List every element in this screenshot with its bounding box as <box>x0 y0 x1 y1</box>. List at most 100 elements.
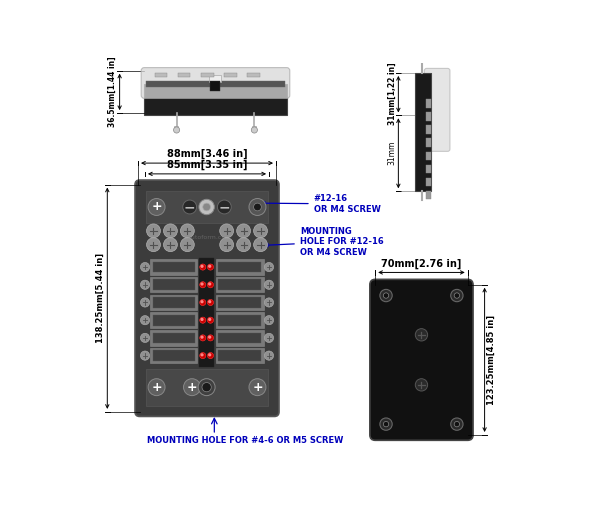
Text: 123.25mm[4.85 in]: 123.25mm[4.85 in] <box>487 315 496 405</box>
Bar <box>151 330 197 345</box>
Bar <box>209 75 221 82</box>
Bar <box>425 165 431 173</box>
Bar <box>218 332 261 343</box>
Circle shape <box>146 238 160 251</box>
Circle shape <box>200 335 206 341</box>
Circle shape <box>140 262 149 271</box>
Text: MOUNTING
HOLE FOR #12-16
OR M4 SCREW: MOUNTING HOLE FOR #12-16 OR M4 SCREW <box>265 227 383 257</box>
Circle shape <box>140 280 149 289</box>
Circle shape <box>173 127 179 133</box>
Text: MOUNTING HOLE FOR #4-6 OR M5 SCREW: MOUNTING HOLE FOR #4-6 OR M5 SCREW <box>147 436 343 445</box>
Circle shape <box>208 282 214 288</box>
Circle shape <box>202 383 211 392</box>
Bar <box>153 297 195 308</box>
Circle shape <box>201 319 203 320</box>
Bar <box>247 73 260 77</box>
FancyBboxPatch shape <box>141 68 290 98</box>
Bar <box>153 261 195 272</box>
Text: −: − <box>218 200 230 214</box>
Circle shape <box>201 336 203 338</box>
Bar <box>425 112 431 121</box>
Circle shape <box>217 200 231 214</box>
Bar <box>201 73 214 77</box>
Circle shape <box>451 289 463 302</box>
Circle shape <box>140 316 149 325</box>
Circle shape <box>265 280 274 289</box>
Circle shape <box>201 301 203 302</box>
Bar <box>216 295 263 310</box>
Circle shape <box>200 299 206 306</box>
Bar <box>151 259 197 275</box>
Circle shape <box>265 333 274 342</box>
Text: autoform.ch: autoform.ch <box>187 235 226 239</box>
Circle shape <box>181 238 194 251</box>
Circle shape <box>265 316 274 325</box>
Circle shape <box>184 379 200 396</box>
Circle shape <box>265 262 274 271</box>
Circle shape <box>209 265 211 267</box>
Circle shape <box>265 298 274 307</box>
Text: 36.5mm[1.44 in]: 36.5mm[1.44 in] <box>109 57 118 127</box>
Circle shape <box>208 299 214 306</box>
Circle shape <box>249 198 266 215</box>
Circle shape <box>140 298 149 307</box>
Circle shape <box>181 224 194 238</box>
Circle shape <box>203 203 211 211</box>
Bar <box>216 330 263 345</box>
Circle shape <box>201 283 203 285</box>
Circle shape <box>415 329 428 341</box>
Bar <box>144 84 287 116</box>
Bar <box>425 125 431 134</box>
Bar <box>151 277 197 292</box>
Text: −: − <box>184 200 196 214</box>
Bar <box>425 191 431 200</box>
Circle shape <box>183 200 197 214</box>
Text: 88mm[3.46 in]: 88mm[3.46 in] <box>167 149 247 159</box>
Circle shape <box>236 224 251 238</box>
Circle shape <box>199 200 214 215</box>
Circle shape <box>209 354 211 356</box>
Text: +: + <box>151 201 162 214</box>
Bar <box>425 139 431 147</box>
Circle shape <box>209 283 211 285</box>
Text: 70mm[2.76 in]: 70mm[2.76 in] <box>381 258 461 269</box>
Bar <box>151 312 197 328</box>
Circle shape <box>146 224 160 238</box>
Bar <box>151 348 197 363</box>
Text: #12-16
OR M4 SCREW: #12-16 OR M4 SCREW <box>262 194 380 214</box>
Circle shape <box>209 336 211 338</box>
Bar <box>224 73 236 77</box>
Text: +: + <box>151 381 162 394</box>
Text: 85mm[3.35 in]: 85mm[3.35 in] <box>167 160 247 170</box>
Bar <box>218 315 261 326</box>
Bar <box>216 348 263 363</box>
Bar <box>218 279 261 290</box>
Circle shape <box>415 379 428 391</box>
Circle shape <box>200 317 206 323</box>
Text: +: + <box>252 381 263 394</box>
Bar <box>218 350 261 361</box>
Circle shape <box>251 127 257 133</box>
Circle shape <box>220 238 233 251</box>
Circle shape <box>208 317 214 323</box>
Circle shape <box>265 351 274 360</box>
Circle shape <box>451 418 463 430</box>
Bar <box>218 297 261 308</box>
Circle shape <box>454 422 460 427</box>
Circle shape <box>220 224 233 238</box>
Circle shape <box>200 352 206 359</box>
Circle shape <box>254 224 268 238</box>
Circle shape <box>454 293 460 298</box>
Circle shape <box>380 418 392 430</box>
Bar <box>155 73 167 77</box>
FancyBboxPatch shape <box>370 279 473 440</box>
Bar <box>425 178 431 186</box>
Text: 31mm[1,22 in]: 31mm[1,22 in] <box>388 63 397 125</box>
Bar <box>425 152 431 160</box>
Circle shape <box>164 238 178 251</box>
Bar <box>218 261 261 272</box>
Bar <box>178 73 190 77</box>
Circle shape <box>208 352 214 359</box>
Circle shape <box>209 301 211 302</box>
Bar <box>216 312 263 328</box>
